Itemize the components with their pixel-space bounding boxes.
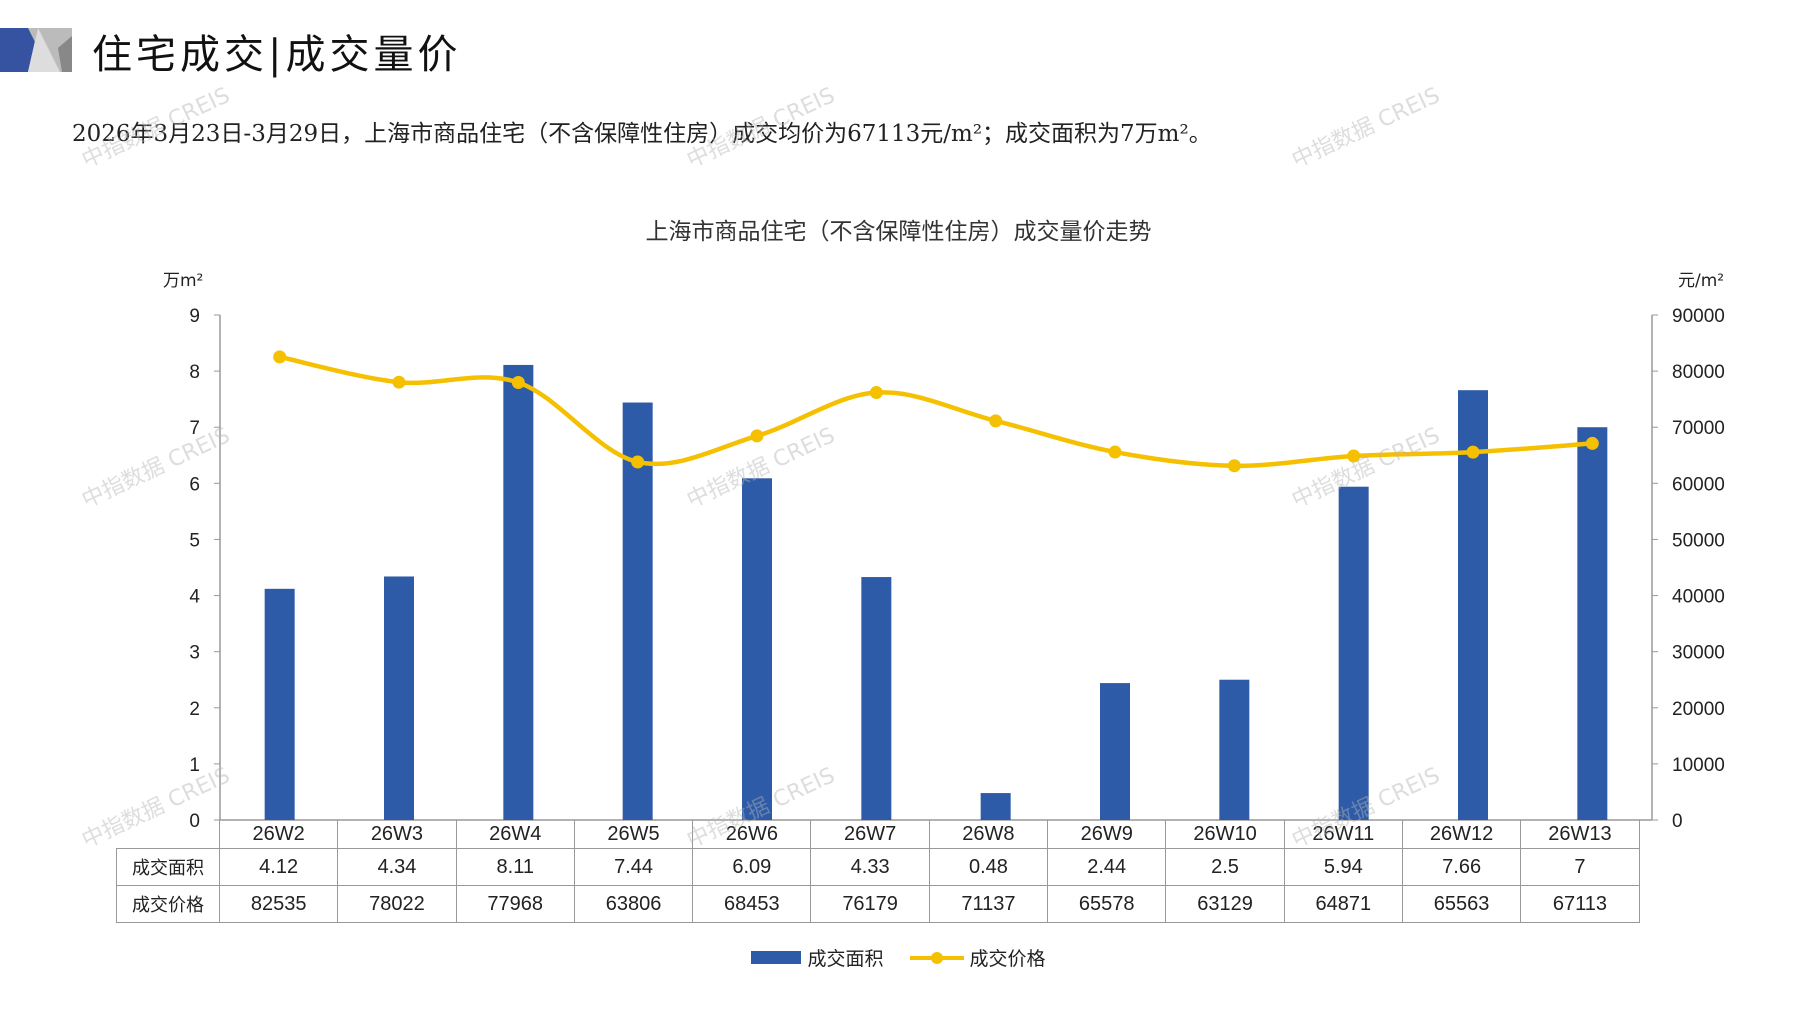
table-category-cell: 26W10 [1165, 820, 1285, 849]
table-price-cell: 64871 [1283, 885, 1403, 923]
bar-area-26W7 [861, 577, 892, 820]
table-price-cell: 68453 [692, 885, 812, 923]
bar-area-26W4 [503, 364, 534, 820]
right-tick-label: 10000 [1672, 755, 1725, 776]
logo-icon [0, 28, 72, 72]
table-price-cell: 63806 [573, 885, 694, 923]
legend-item-area: 成交面积 [751, 944, 884, 971]
table-price-cell: 65563 [1401, 885, 1522, 923]
page-title: 住宅成交|成交量价 [92, 32, 462, 78]
table-area-cell: 4.34 [337, 848, 457, 886]
table-category-cell: 26W8 [928, 820, 1049, 849]
table-category-cell: 26W7 [810, 820, 930, 849]
right-tick-label: 0 [1672, 811, 1683, 832]
price-point-26W9 [1108, 445, 1122, 459]
table-area-cell: 2.5 [1165, 848, 1285, 886]
bar-area-26W8 [980, 793, 1011, 820]
table-price-cell: 65578 [1047, 885, 1167, 923]
right-tick-label: 30000 [1672, 643, 1725, 664]
bar-area-26W5 [622, 402, 653, 820]
price-point-26W3 [392, 375, 406, 389]
price-point-26W7 [869, 386, 883, 400]
price-point-26W10 [1227, 459, 1241, 473]
table-price-cell: 82535 [218, 885, 339, 923]
legend-item-price: 成交价格 [909, 944, 1046, 971]
table-area-cell: 7 [1520, 848, 1640, 886]
table-area-cell: 6.09 [692, 848, 812, 886]
table-category-cell: 26W2 [218, 820, 339, 849]
legend-line-swatch [909, 951, 964, 964]
price-point-26W13 [1585, 436, 1599, 450]
table-category-cell: 26W5 [573, 820, 694, 849]
table-area-cell: 2.44 [1047, 848, 1167, 886]
bar-area-26W3 [384, 576, 414, 820]
price-point-26W11 [1347, 449, 1361, 463]
table-price-cell: 63129 [1165, 885, 1285, 923]
table-price-cell: 71137 [928, 885, 1049, 923]
left-tick-label: 9 [189, 306, 200, 327]
table-area-cell: 0.48 [928, 848, 1049, 886]
row-header-area: 成交面积 [116, 848, 220, 886]
table-category-cell: 26W3 [337, 820, 457, 849]
table-area-cell: 8.11 [455, 848, 575, 886]
right-tick-label: 50000 [1672, 530, 1725, 551]
price-point-26W4 [511, 376, 525, 390]
price-point-26W12 [1466, 445, 1480, 459]
table-category-cell: 26W13 [1520, 820, 1640, 849]
left-tick-label: 4 [189, 587, 200, 608]
price-point-26W8 [989, 414, 1003, 428]
bar-area-26W13 [1577, 427, 1608, 820]
legend-label-price: 成交价格 [969, 948, 1046, 970]
data-table: 26W2 26W3 26W4 26W5 26W6 26W7 26W8 26W9 26W10 26W… [116, 820, 1640, 923]
right-tick-label: 70000 [1672, 418, 1725, 439]
bar-area-26W12 [1458, 390, 1488, 820]
right-tick-label: 60000 [1672, 474, 1725, 495]
table-price-cell: 76179 [810, 885, 930, 923]
bar-area-26W2 [264, 588, 295, 820]
price-point-26W6 [750, 429, 764, 443]
table-price-cell: 78022 [337, 885, 457, 923]
row-header-price: 成交价格 [116, 885, 220, 923]
right-tick-label: 90000 [1672, 306, 1725, 327]
table-category-cell: 26W4 [455, 820, 575, 849]
table-area-cell: 5.94 [1283, 848, 1403, 886]
left-tick-label: 3 [189, 643, 200, 664]
bar-area-26W9 [1100, 683, 1130, 820]
right-axis-unit: 元/m² [1678, 271, 1725, 291]
table-area-cell: 7.44 [573, 848, 694, 886]
table-category-cell: 26W6 [692, 820, 812, 849]
left-tick-label: 1 [189, 755, 200, 776]
legend: 成交面积 成交价格 [0, 944, 1797, 971]
chart-title: 上海市商品住宅（不含保障性住房）成交量价走势 [645, 219, 1152, 245]
table-category-cell: 26W12 [1401, 820, 1522, 849]
left-axis-unit: 万m² [163, 271, 204, 291]
legend-label-area: 成交面积 [807, 948, 884, 970]
right-tick-label: 40000 [1672, 587, 1725, 608]
table-area-cell: 4.33 [810, 848, 930, 886]
price-point-26W2 [273, 350, 287, 364]
table-area-cell: 4.12 [218, 848, 339, 886]
left-tick-label: 7 [189, 418, 200, 439]
bar-area-26W6 [742, 478, 772, 820]
left-tick-label: 5 [189, 530, 200, 551]
price-point-26W5 [631, 455, 645, 469]
table-price-cell: 67113 [1520, 885, 1640, 923]
right-tick-label: 80000 [1672, 362, 1725, 383]
table-category-cell: 26W9 [1047, 820, 1167, 849]
right-tick-label: 20000 [1672, 699, 1725, 720]
left-tick-label: 0 [189, 811, 200, 832]
table-price-cell: 77968 [455, 885, 575, 923]
table-area-cell: 7.66 [1401, 848, 1522, 886]
bar-area-26W10 [1219, 679, 1250, 820]
legend-bar-swatch [751, 951, 802, 964]
left-tick-label: 2 [189, 699, 200, 720]
bar-area-26W11 [1338, 486, 1369, 820]
left-tick-label: 6 [189, 474, 200, 495]
summary-text: 2026年3月23日-3月29日，上海市商品住宅（不含保障性住房）成交均价为67… [72, 121, 1212, 147]
left-tick-label: 8 [189, 362, 200, 383]
